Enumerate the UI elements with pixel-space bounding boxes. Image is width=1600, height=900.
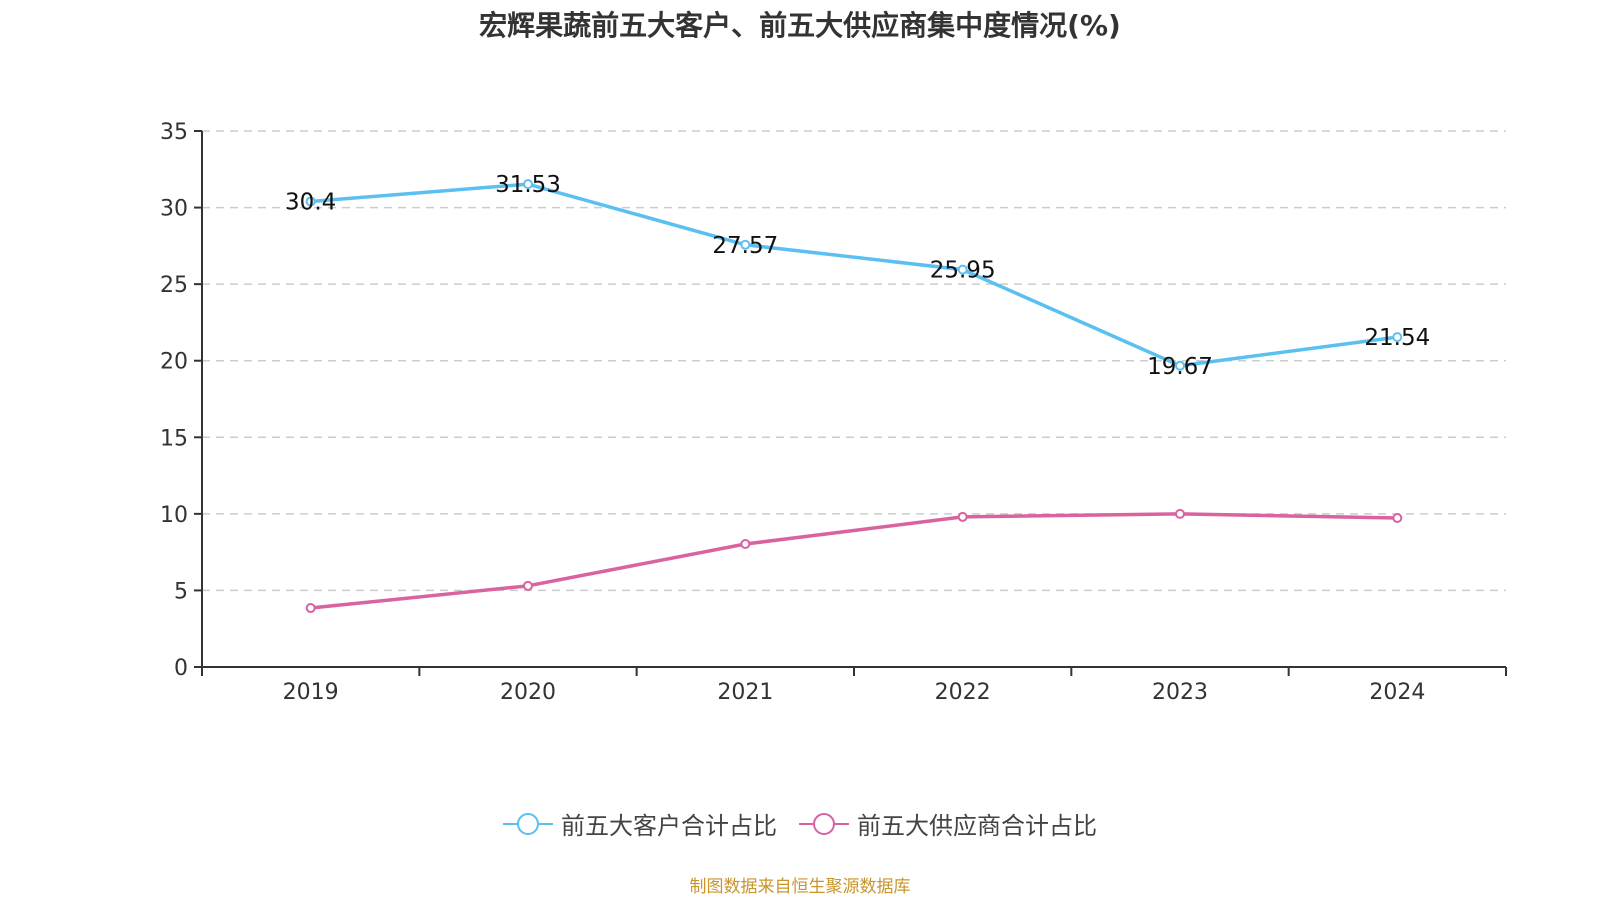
- y-tick-label: 15: [160, 426, 188, 451]
- x-tick-label: 2024: [1369, 680, 1425, 705]
- data-point: [1175, 508, 1185, 519]
- data-point: [1392, 332, 1403, 343]
- x-tick-label: 2021: [717, 680, 773, 705]
- data-point: [740, 539, 751, 550]
- x-tick-label: 2022: [935, 680, 991, 705]
- y-tick-label: 0: [174, 656, 188, 681]
- grid-lines: [202, 130, 1506, 592]
- legend-item-customers[interactable]: 前五大客户合计占比: [503, 806, 777, 841]
- data-point: [957, 511, 968, 522]
- data-point: [523, 580, 533, 591]
- series: [305, 179, 1403, 614]
- y-tick-label: 20: [160, 350, 188, 375]
- data-label: 31.53: [495, 172, 561, 198]
- y-tick-label: 30: [160, 197, 188, 222]
- x-tick-label: 2019: [283, 680, 339, 705]
- legend-item-suppliers[interactable]: 前五大供应商合计占比: [799, 806, 1097, 841]
- data-point: [305, 603, 316, 614]
- y-tick-label: 25: [160, 273, 188, 298]
- data-point: [1392, 512, 1403, 523]
- data-label: 25.95: [930, 258, 996, 284]
- y-tick-label: 35: [160, 120, 188, 145]
- legend-label: 前五大供应商合计占比: [857, 812, 1097, 840]
- y-tick-label: 10: [160, 503, 188, 528]
- data-label: 19.67: [1147, 354, 1213, 380]
- axes: 0 5 10 15 20 25 30 35 2019 2020 2021 2022 2023 2024: [160, 120, 1507, 705]
- data-source-note: 制图数据来自恒生聚源数据库: [689, 877, 911, 897]
- data-label: 21.54: [1364, 325, 1430, 351]
- data-point: [740, 239, 751, 250]
- data-point: [1175, 360, 1185, 371]
- series-line-1: [310, 512, 1398, 610]
- legend-label: 前五大客户合计占比: [561, 812, 777, 840]
- legend: 前五大客户合计占比 前五大供应商合计占比: [0, 806, 1600, 841]
- data-point: [305, 196, 316, 207]
- series-line-0: [310, 182, 1398, 368]
- x-tick-label: 2023: [1152, 680, 1208, 705]
- data-point: [957, 264, 968, 275]
- legend-line-circle-icon: [799, 812, 849, 835]
- y-tick-label: 5: [174, 579, 188, 604]
- data-label: 27.57: [712, 233, 778, 259]
- chart-title: 宏辉果蔬前五大客户、前五大供应商集中度情况(%): [479, 9, 1121, 42]
- legend-line-circle-icon: [503, 812, 553, 835]
- data-point: [523, 179, 533, 190]
- data-label: 30.4: [285, 189, 336, 215]
- data-labels: 30.4 31.53 27.57 25.95 19.67 21.54: [285, 172, 1430, 380]
- x-tick-label: 2020: [500, 680, 556, 705]
